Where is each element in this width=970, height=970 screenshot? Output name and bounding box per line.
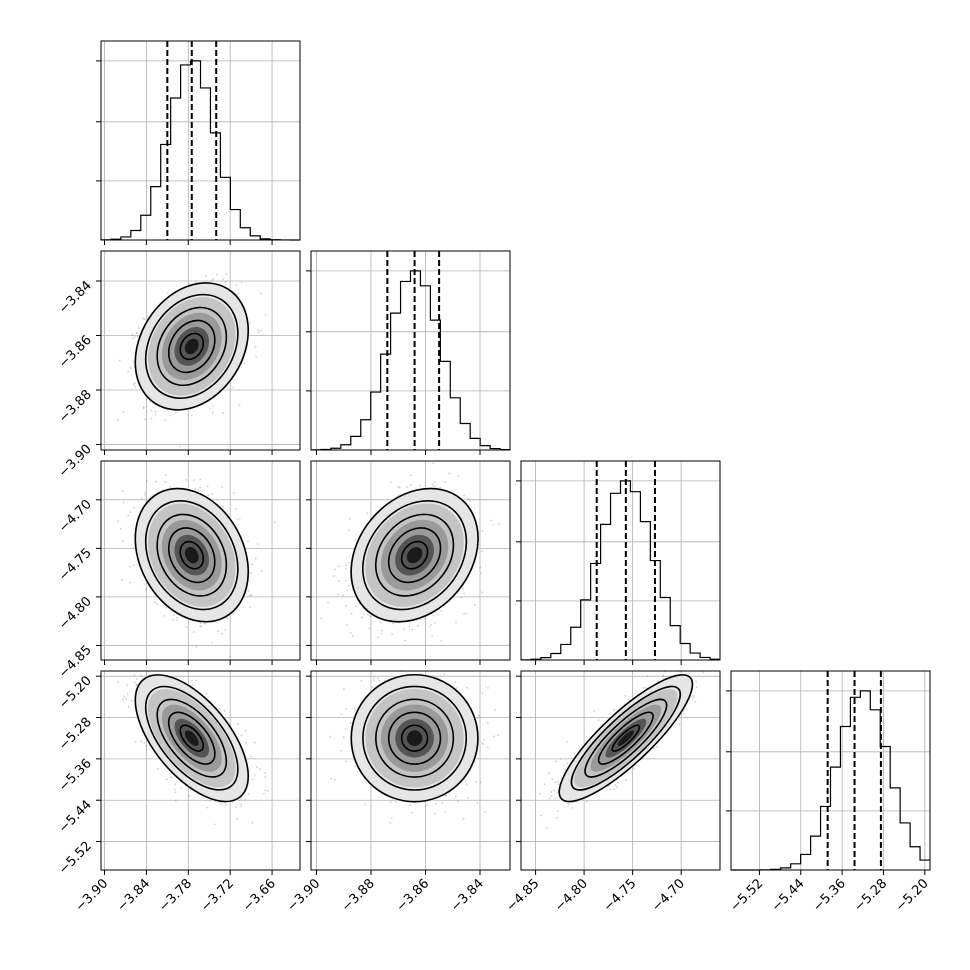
contour-line [144,293,239,400]
panel-3-1: −3.90 −3.88 −3.86 −3.84 [285,670,511,915]
y-tick-label: −5.28 [56,715,95,754]
y-tick-label: −3.84 [56,278,95,317]
contour-line [570,685,682,791]
scatter-layer [320,462,501,642]
scatter-layer [116,474,277,658]
panel-frame [520,670,721,871]
panel-0-0 [96,40,301,245]
contour-line [179,332,205,361]
histogram-3 [731,690,930,871]
x-tick-label: −4.80 [552,876,591,915]
contour-line [156,698,228,778]
contour-line [350,673,479,803]
contour-line [144,499,239,611]
x-tick-label: −3.78 [156,876,195,915]
panel-frame [310,670,511,871]
x-tick-label: −4.70 [649,876,688,915]
scatter-layer [329,671,500,824]
panel-2-0: −4.85 −4.80 −4.75 −4.70 [56,460,301,682]
contour-line [167,711,216,765]
panel-2-2 [516,460,721,665]
y-tick-label: −4.75 [56,546,95,585]
contour-line [144,685,239,791]
x-tick-label: −3.84 [448,876,487,915]
x-tick-label: −3.88 [339,876,378,915]
panel-3-0: −5.52−5.44−5.36−5.28−5.20 −3.90 −3.84 −3.78… [56,670,301,915]
y-tick-label: −4.85 [56,643,95,682]
contour-line [375,698,455,778]
contour-line [362,685,468,791]
contour-line [350,487,479,623]
contour-line [374,513,455,597]
panel-1-1 [306,250,511,455]
contour-line [400,724,429,752]
contour-line [611,724,641,752]
panel-frame [100,460,301,661]
panel-frame [310,460,511,661]
panel-3-2: −4.85 −4.80 −4.75 −4.70 [504,670,721,915]
y-tick-label: −5.44 [56,797,95,836]
y-tick-label: −3.90 [56,442,95,481]
contour-line [558,674,694,803]
panel-3-3: −5.52 −5.44 −5.36 −5.28 −5.20 [726,670,932,915]
x-tick-label: −3.90 [73,876,112,915]
scatter-layer [117,671,269,826]
x-tick-label: −4.75 [601,876,640,915]
x-tick-label: −5.36 [810,876,849,915]
x-tick-label: −3.90 [285,876,324,915]
contour-line [167,527,216,584]
y-tick-label: −5.52 [56,839,95,878]
contour-line [387,527,442,584]
y-tick-label: −4.70 [56,497,95,536]
panel-1-0: −3.90 −3.88 −3.86 −3.84 [56,250,301,481]
contour-line [134,282,250,411]
x-tick-label: −5.44 [769,876,808,915]
y-tick-label: −5.20 [56,673,95,712]
panel-frame [100,40,301,241]
contour-line [134,487,250,623]
contour-line [156,306,228,387]
x-tick-label: −3.72 [198,876,237,915]
contour-line [387,711,442,765]
contour-line [179,724,205,752]
x-tick-label: −5.52 [727,876,766,915]
contour-line [584,698,668,778]
scatter-layer [116,273,267,448]
panel-frame [100,250,301,451]
contour-line [134,674,250,803]
scatter-layer [538,671,705,830]
contour-line [400,540,429,570]
contour-line [156,513,228,597]
panel-frame [100,670,301,871]
x-tick-label: −3.86 [394,876,433,915]
y-tick-label: −3.86 [56,333,95,372]
histogram-2 [521,480,720,661]
histogram-1 [311,270,510,451]
x-tick-label: −4.85 [504,876,543,915]
contour-line [597,711,654,765]
x-tick-label: −3.66 [240,876,279,915]
contour-line [167,319,216,374]
y-tick-label: −5.36 [56,756,95,795]
x-tick-label: −3.84 [114,876,153,915]
panel-2-1 [306,460,511,665]
x-tick-label: −5.28 [852,876,891,915]
panel-frame [310,250,511,451]
x-tick-label: −5.20 [893,876,932,915]
panel-frame [730,670,931,871]
y-tick-label: −3.88 [56,387,95,426]
panel-frame [520,460,721,661]
contour-line [179,540,205,570]
contour-line [361,499,468,611]
histogram-0 [101,60,300,241]
y-tick-label: −4.80 [56,594,95,633]
